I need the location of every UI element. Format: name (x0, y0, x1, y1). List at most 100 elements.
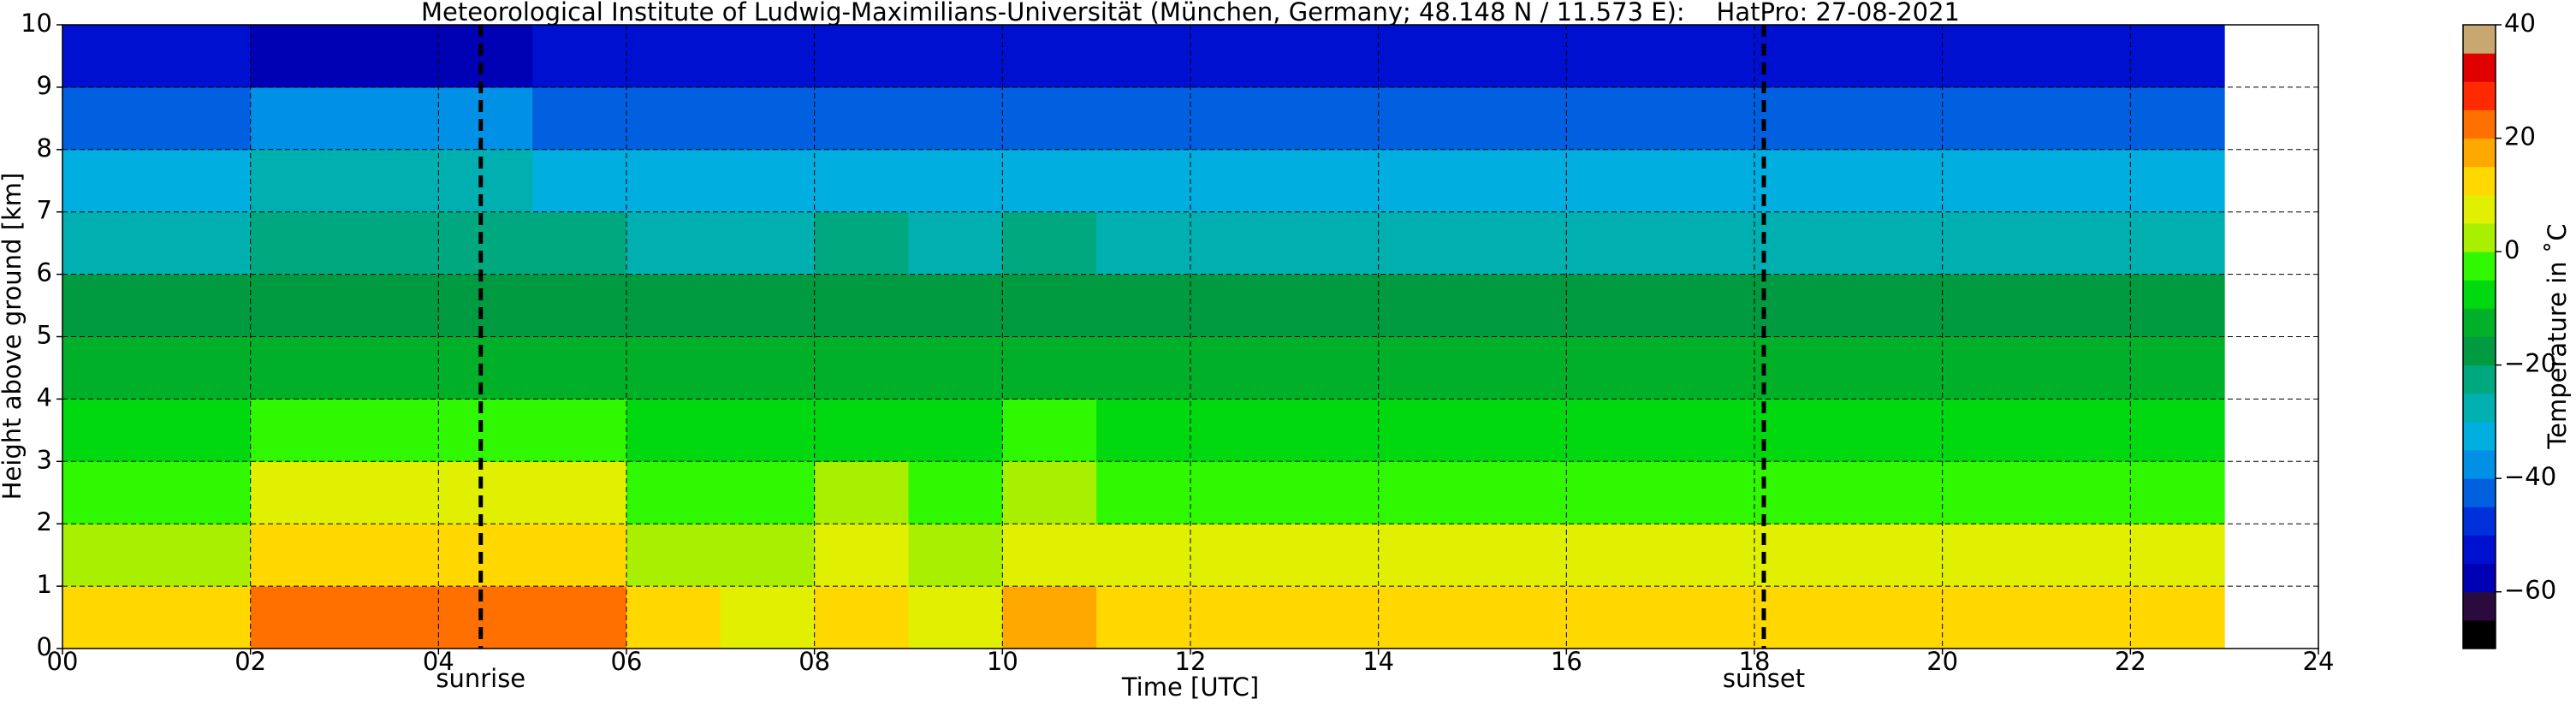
heat-cell (250, 25, 345, 88)
colorbar-tick-label: −20 (2504, 349, 2556, 378)
heat-cell (62, 149, 157, 213)
colorbar-segment (2463, 478, 2496, 507)
heat-cell (344, 524, 439, 587)
heat-cell (1942, 149, 2037, 213)
heat-cell (1566, 336, 1661, 400)
colorbar-segment (2463, 280, 2496, 309)
colorbar-segment (2463, 110, 2496, 139)
colorbar-segment (2463, 222, 2496, 252)
heat-cell (626, 25, 721, 88)
annotation-label: sunrise (436, 664, 525, 693)
heat-cell (62, 399, 157, 462)
heat-cell (720, 86, 816, 151)
heat-cell (1942, 336, 2037, 400)
colorbar-segment (2463, 194, 2496, 224)
heat-cell (908, 336, 1003, 400)
heat-cell (1660, 586, 1755, 649)
heat-cell (1942, 211, 2037, 275)
colorbar-tick-label: 0 (2504, 235, 2520, 264)
heat-cell (344, 461, 439, 524)
y-tick-label: 0 (37, 632, 52, 661)
heat-cell (344, 336, 439, 400)
heat-cell (1096, 524, 1191, 587)
heat-cell (626, 336, 721, 400)
heat-cell (814, 461, 909, 524)
heat-cell (1284, 399, 1380, 462)
heat-cell (2036, 25, 2131, 88)
heat-cell (2036, 524, 2131, 587)
heat-cell (1754, 86, 1849, 151)
heat-cell (344, 211, 439, 275)
heat-cell (156, 336, 252, 400)
heat-cell (532, 25, 627, 88)
heat-cell (1566, 149, 1661, 213)
heat-cell (626, 399, 721, 462)
colorbar-tick-label: 20 (2504, 122, 2536, 151)
heat-cell (1472, 211, 1567, 275)
heat-cell (720, 211, 816, 275)
chart-title: Meteorological Institute of Ludwig-Maxim… (421, 0, 1960, 27)
heat-cell (814, 149, 909, 213)
heat-cell (1284, 274, 1380, 337)
heat-cell (1096, 25, 1191, 88)
heat-cell (1942, 274, 2037, 337)
colorbar-tick-label: −60 (2504, 576, 2556, 605)
heat-cell (720, 149, 816, 213)
heat-cell (532, 149, 627, 213)
heat-cell (1378, 274, 1473, 337)
heat-cell (156, 524, 252, 587)
heat-cell (1660, 86, 1755, 151)
heat-cell (1660, 274, 1755, 337)
heat-cell (344, 399, 439, 462)
heat-cell (1848, 86, 1944, 151)
heat-cell (814, 274, 909, 337)
heat-cell (156, 586, 252, 649)
heat-cell (1848, 461, 1944, 524)
heat-cell (1284, 86, 1380, 151)
colorbar-segment (2463, 166, 2496, 196)
heat-cell (2036, 86, 2131, 151)
heat-cell (626, 211, 721, 275)
heat-cell (1096, 336, 1191, 400)
heat-cell (532, 86, 627, 151)
colorbar-label: Temperature in ˚C (2543, 223, 2572, 449)
heat-cell (814, 524, 909, 587)
heat-cell (250, 149, 345, 213)
heat-cell (1754, 586, 1849, 649)
heat-cell (1566, 524, 1661, 587)
heat-cell (1754, 399, 1849, 462)
heat-cell (1096, 149, 1191, 213)
heat-cell (1190, 274, 1285, 337)
heat-cell (62, 461, 157, 524)
heat-cell (908, 461, 1003, 524)
heat-cell (626, 274, 721, 337)
heat-cell (438, 336, 533, 400)
heat-cell (1942, 86, 2037, 151)
heat-cell (1754, 149, 1849, 213)
heat-cell (438, 461, 533, 524)
heat-cell (250, 524, 345, 587)
heat-cell (1096, 86, 1191, 151)
heat-cell (250, 461, 345, 524)
heat-cell (1660, 461, 1755, 524)
y-tick-label: 9 (37, 71, 52, 100)
colorbar-segment (2463, 25, 2496, 54)
heat-cell (1848, 336, 1944, 400)
heat-cell (1002, 86, 1097, 151)
colorbar-segment (2463, 138, 2496, 168)
heat-cell (1660, 524, 1755, 587)
heat-cell (62, 336, 157, 400)
colorbar-segment (2463, 563, 2496, 593)
heat-cell (250, 86, 345, 151)
heat-cell (1754, 524, 1849, 587)
heat-cell (1378, 25, 1473, 88)
heat-cell (156, 399, 252, 462)
heat-cell (1942, 524, 2037, 587)
heat-cell (908, 399, 1003, 462)
heat-cell (2130, 336, 2225, 400)
heat-cell (1190, 524, 1285, 587)
heat-cell (532, 399, 627, 462)
heat-cell (908, 25, 1003, 88)
heat-cell (2130, 461, 2225, 524)
